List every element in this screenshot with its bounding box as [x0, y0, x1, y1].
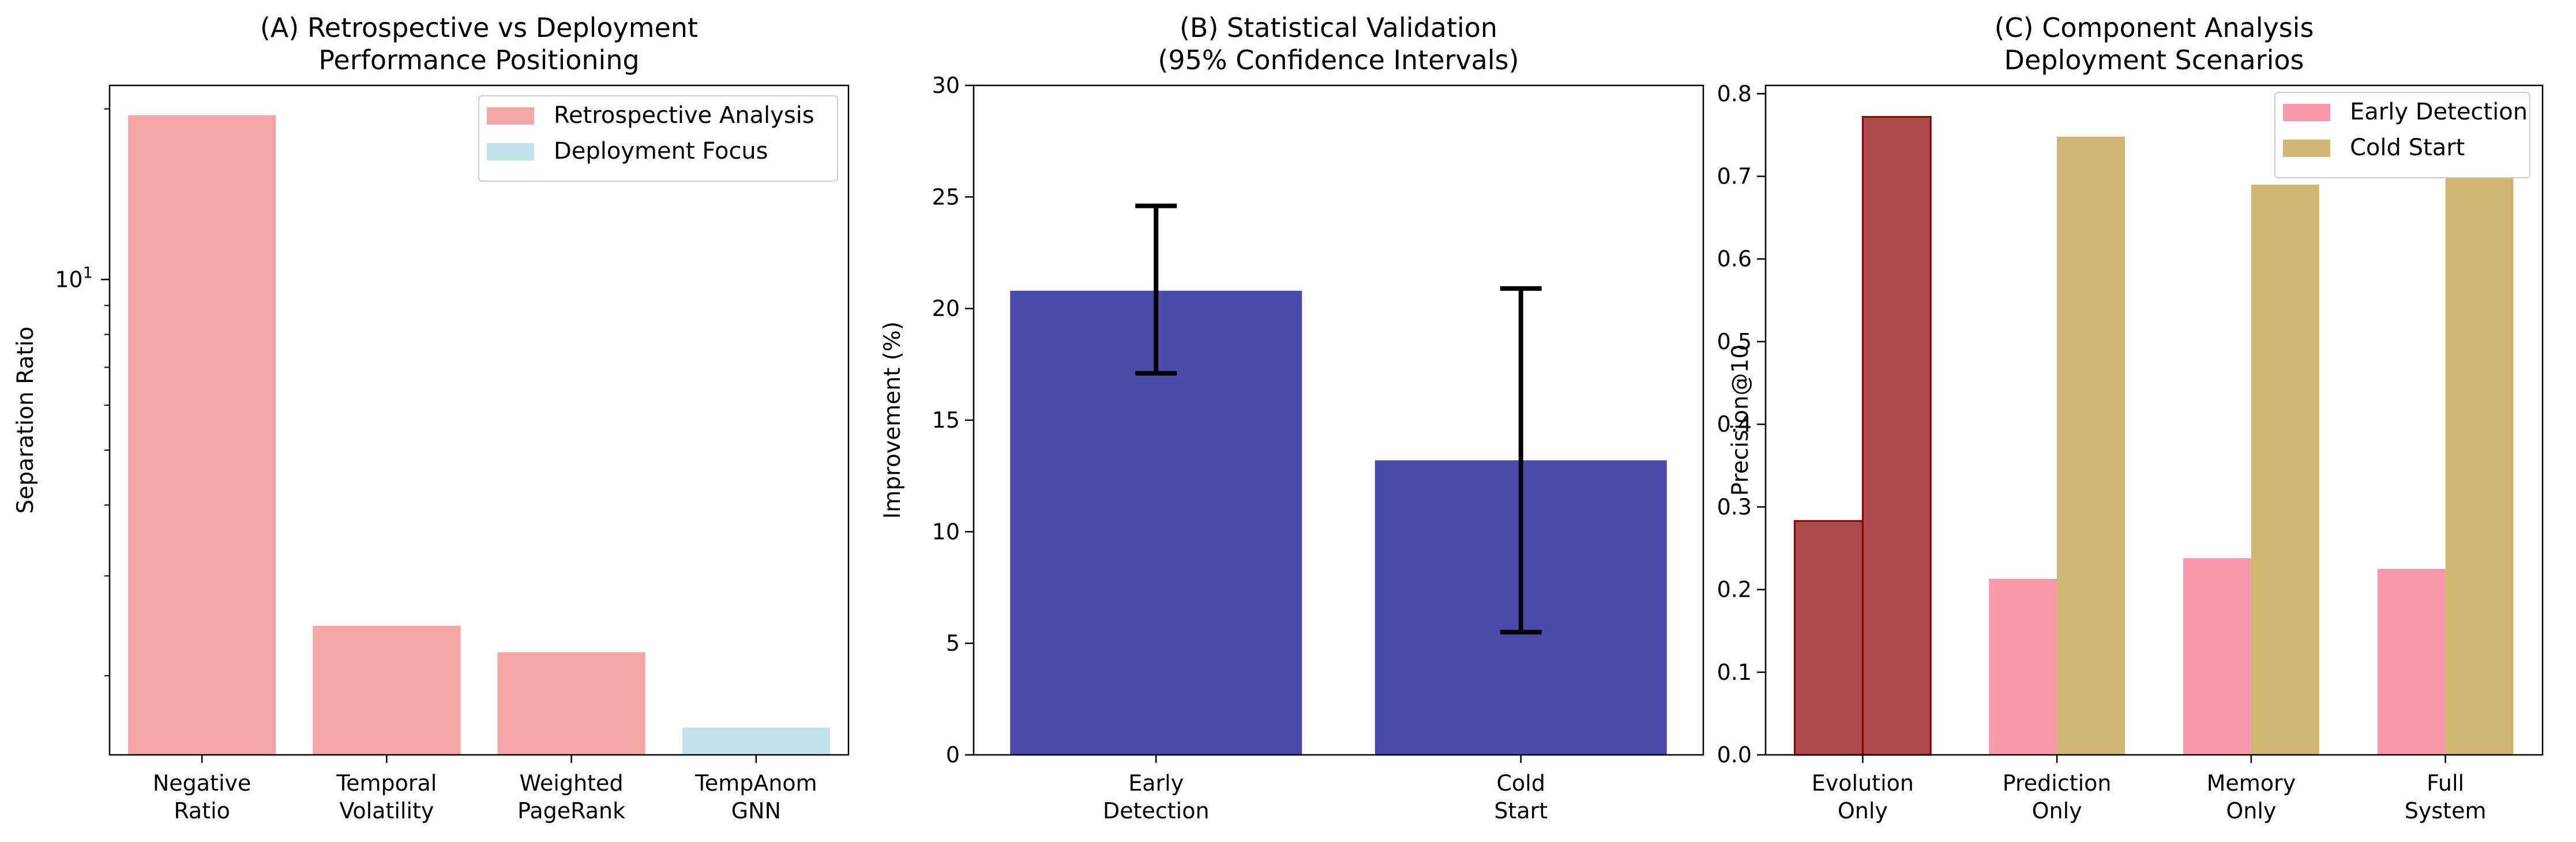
panel-a-legend-swatch-1: [487, 107, 534, 125]
panel-c-y-tick-label-9: 0.8: [1717, 81, 1752, 106]
panel-c-y-tick-label-3: 0.2: [1717, 577, 1752, 603]
panel-c-legend: [2274, 92, 2530, 178]
panel-c-y-tick-label-8: 0.7: [1717, 164, 1752, 189]
panel-c-legend-swatch-2: [2283, 140, 2330, 157]
panel-c-x-tick-label-1: Evolution: [1812, 770, 1914, 796]
panel-b-x-tick-label-1: Detection: [1103, 798, 1210, 824]
panel-a-bar-2: [313, 626, 461, 755]
panel-b-y-tick-label-5: 20: [932, 296, 960, 321]
panel-a-y-axis-label: Separation Ratio: [13, 327, 39, 514]
panel-b-x-tick-label-1: Early: [1128, 770, 1184, 796]
panel-a-y-tick-label: 101: [55, 264, 93, 292]
panel-b-x-tick-label-2: Cold: [1497, 770, 1545, 796]
panel-a-x-tick-label-3: Weighted: [520, 770, 624, 796]
panel-c-y-tick-label-1: 0.0: [1717, 742, 1752, 768]
panel-c-x-tick-label-2: Only: [2032, 798, 2082, 824]
panel-a-x-tick-label-1: Negative: [153, 770, 251, 796]
panel-c-y-tick-label-6: 0.5: [1717, 329, 1752, 354]
panel-c-bar-early-4: [2377, 568, 2446, 755]
panel-c-y-tick-label-7: 0.6: [1717, 246, 1752, 272]
panel-c-legend-swatch-1: [2283, 104, 2330, 121]
panel-c-x-tick-label-4: System: [2405, 798, 2487, 824]
panel-c-y-tick-label-2: 0.1: [1717, 660, 1752, 685]
panel-b-x-tick-label-2: Start: [1494, 798, 1548, 824]
panel-a-x-tick-label-1: Ratio: [174, 798, 230, 824]
panel-b-y-tick-label-2: 5: [946, 631, 960, 656]
panel-c-axes-frame: [1764, 84, 2544, 756]
panel-b-y-tick-label-6: 25: [932, 184, 960, 209]
panel-a-x-tick-label-4: TempAnom: [694, 770, 817, 796]
panel-c-x-tick-label-3: Only: [2226, 798, 2276, 824]
panel-a-x-tick-label-3: PageRank: [517, 798, 625, 824]
panel-b-axes-frame: [972, 84, 1704, 756]
panel-b-y-tick-label-4: 15: [932, 407, 960, 433]
panel-c-x-tick-label-3: Memory: [2207, 770, 2296, 796]
panel-c-x-tick-label-2: Prediction: [2003, 770, 2112, 796]
panel-b-y-tick-label-7: 30: [932, 73, 960, 98]
panel-a-bar-1: [128, 115, 276, 755]
panel-c-legend-label-1: Early Detection: [2350, 99, 2528, 125]
panel-a-bar-3: [497, 652, 645, 755]
panel-a-title-line-1: (A) Retrospective vs Deployment: [260, 12, 698, 43]
panel-b-title-line-1: (B) Statistical Validation: [1180, 12, 1497, 43]
panel-c-bar-cold-2: [2057, 136, 2125, 755]
panel-c-title-line-1: (C) Component Analysis: [1995, 12, 2314, 43]
panel-a-legend-label-1: Retrospective Analysis: [554, 102, 814, 129]
panel-c-bar-early-1: [1794, 520, 1864, 756]
panel-c-bar-early-2: [1989, 578, 2057, 755]
panel-a-title-line-2: Performance Positioning: [318, 44, 639, 76]
panel-c-x-tick-label-1: Only: [1838, 798, 1888, 824]
panel-b-title-line-2: (95% Confidence Intervals): [1158, 44, 1519, 76]
panel-c-y-axis-label: Precision@10: [1728, 345, 1753, 496]
panel-c-y-tick-label-5: 0.4: [1717, 411, 1752, 437]
panel-c-bar-cold-1: [1861, 115, 1932, 756]
panel-b-y-axis-label: Improvement (%): [880, 321, 906, 519]
panel-c-title-line-2: Deployment Scenarios: [2004, 44, 2304, 76]
panel-a-bar-4: [682, 727, 830, 755]
panel-c-x-tick-label-4: Full: [2427, 770, 2464, 796]
panel-c-legend-label-2: Cold Start: [2350, 134, 2465, 161]
panel-a-axes-frame: [108, 84, 850, 756]
panel-a-legend: [478, 95, 838, 182]
panel-a-legend-swatch-2: [487, 143, 534, 160]
panel-c-bar-early-3: [2183, 558, 2251, 755]
panel-a-legend-label-2: Deployment Focus: [554, 138, 768, 164]
panel-b-chart: (B) Statistical Validation(95% Confidenc…: [880, 12, 1704, 824]
panel-c-bar-cold-4: [2445, 178, 2514, 755]
panel-a-x-tick-label-2: Temporal: [336, 770, 437, 796]
panel-a-x-tick-label-4: GNN: [731, 798, 781, 824]
panel-a-x-tick-label-2: Volatility: [339, 798, 434, 824]
panel-a-chart: (A) Retrospective vs DeploymentPerforman…: [13, 12, 850, 824]
panel-c-y-tick-label-4: 0.3: [1717, 494, 1752, 519]
panel-c-bar-cold-3: [2251, 184, 2319, 755]
panel-b-y-tick-label-3: 10: [932, 519, 960, 544]
panel-b-y-tick-label-1: 0: [946, 742, 960, 768]
